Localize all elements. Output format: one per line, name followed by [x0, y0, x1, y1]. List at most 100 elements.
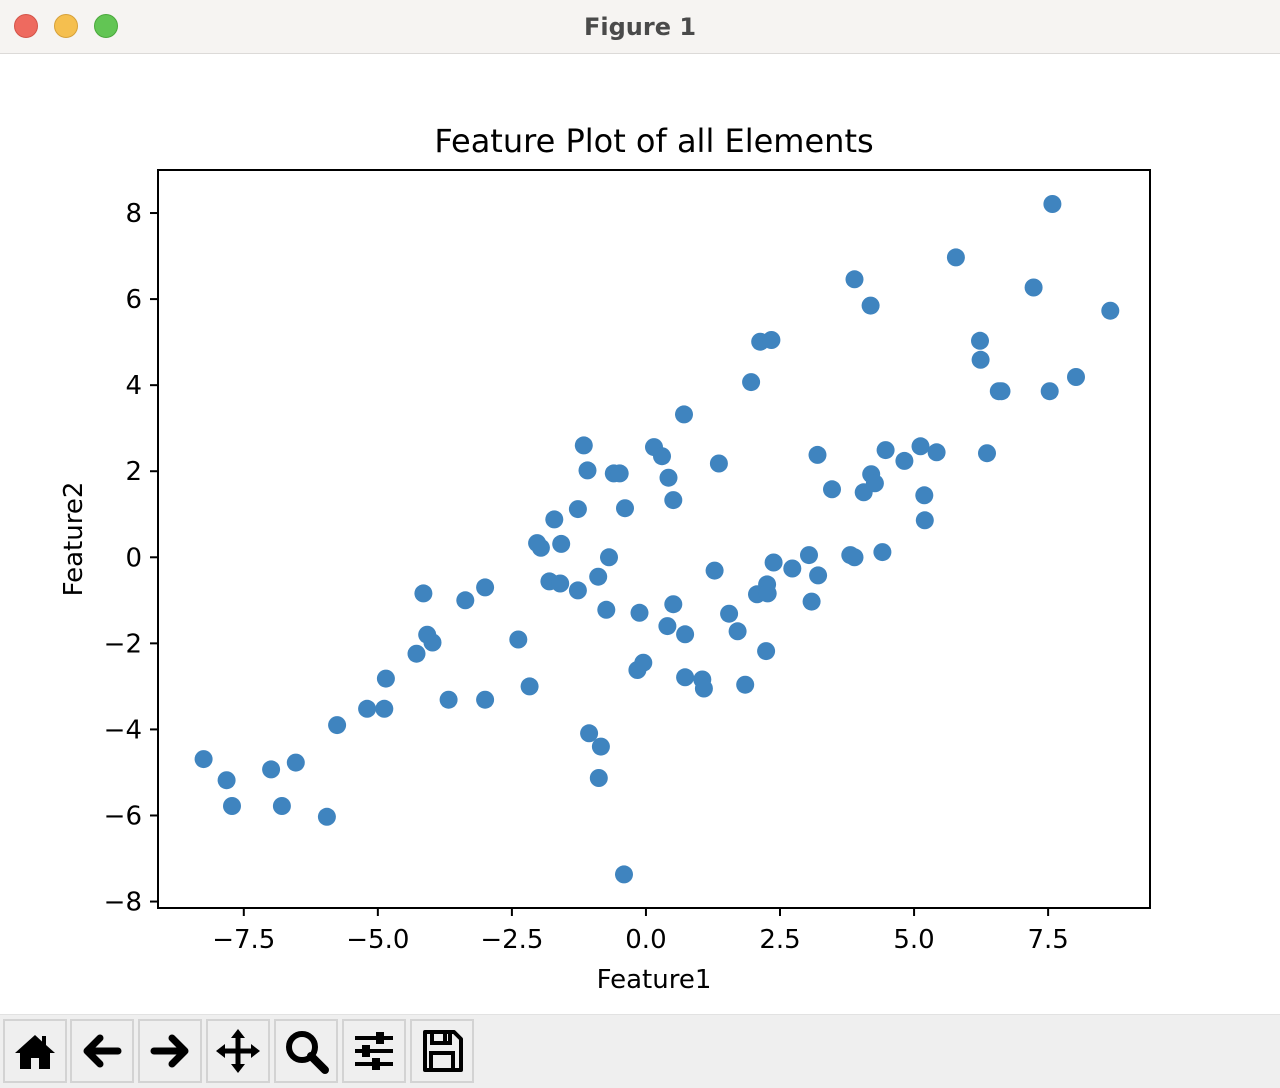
move-icon	[216, 1029, 260, 1073]
pan-button[interactable]	[206, 1019, 270, 1083]
scatter-point	[676, 625, 695, 644]
y-tick-label: 6	[125, 285, 142, 315]
scatter-point	[286, 753, 305, 772]
scatter-point	[589, 567, 608, 586]
scatter-point	[630, 603, 649, 622]
y-tick-label: 8	[125, 199, 142, 229]
scatter-point	[742, 373, 761, 392]
scatter-point	[589, 769, 608, 787]
scatter-point	[552, 534, 571, 553]
scatter-point	[615, 865, 633, 884]
scatter-point	[762, 331, 781, 349]
navigation-toolbar	[0, 1014, 1280, 1088]
home-button[interactable]	[3, 1019, 67, 1083]
forward-button[interactable]	[138, 1019, 202, 1083]
scatter-point	[520, 677, 539, 696]
y-tick-label: −8	[104, 888, 142, 918]
scatter-point	[664, 595, 683, 614]
scatter-point	[865, 474, 884, 493]
y-tick-label: −4	[104, 715, 142, 745]
scatter-point	[194, 750, 213, 769]
scatter-point	[705, 561, 724, 580]
y-axis-label: Feature2	[59, 482, 89, 597]
scatter-point	[664, 491, 683, 510]
y-tick-label: −2	[104, 629, 142, 659]
points-layer	[194, 195, 1120, 884]
x-tick-label: 2.5	[759, 925, 800, 955]
scatter-point	[757, 642, 776, 661]
scatter-point	[597, 600, 616, 619]
window-title: Figure 1	[583, 13, 697, 41]
scatter-point	[1024, 278, 1043, 297]
scatter-point	[709, 454, 728, 473]
window-close-button[interactable]	[14, 14, 38, 38]
scatter-point	[317, 807, 336, 826]
x-axis-label: Feature1	[597, 965, 712, 995]
scatter-point	[992, 382, 1011, 401]
scatter-point	[578, 461, 597, 480]
scatter-point	[971, 331, 989, 350]
x-tick-label: 0.0	[625, 925, 666, 955]
scatter-point	[675, 405, 693, 424]
scatter-point	[895, 451, 914, 470]
scatter-point	[568, 500, 587, 519]
scatter-point	[591, 737, 610, 756]
home-icon	[15, 1035, 55, 1069]
x-axis-ticks: −7.5 −5.0 −2.5 0.0 2.5 5.0 7.5	[212, 908, 1069, 955]
scatter-point	[531, 538, 550, 557]
scatter-point	[476, 690, 495, 709]
scatter-point	[272, 797, 291, 815]
back-button[interactable]	[70, 1019, 134, 1083]
arrow-right-icon	[150, 1034, 189, 1068]
scatter-point	[911, 437, 930, 456]
x-tick-label: 5.0	[893, 925, 934, 955]
scatter-point	[580, 724, 599, 743]
y-tick-label: −6	[104, 801, 142, 831]
x-tick-label: −5.0	[346, 925, 409, 955]
x-tick-label: 7.5	[1027, 925, 1068, 955]
y-axis-ticks: −8 −6 −4 −2 0 2 4 6 8	[104, 199, 158, 918]
scatter-point	[823, 480, 841, 499]
scatter-point	[568, 581, 587, 600]
scatter-point	[694, 679, 713, 698]
scatter-point	[800, 546, 818, 565]
scatter-point	[915, 486, 934, 505]
scatter-point	[456, 591, 475, 610]
zoom-button[interactable]	[274, 1019, 338, 1083]
scatter-point	[876, 441, 895, 460]
scatter-point	[1101, 301, 1120, 320]
scatter-point	[658, 617, 677, 636]
scatter-point	[223, 797, 241, 815]
scatter-point	[873, 543, 892, 562]
scatter-point	[439, 690, 458, 709]
scatter-point	[616, 499, 634, 518]
scatter-point	[476, 578, 495, 597]
axes-frame	[157, 169, 1151, 909]
scatter-point	[946, 248, 965, 267]
scatter-point	[802, 592, 821, 611]
scatter-point	[978, 444, 996, 463]
scatter-point	[574, 436, 593, 455]
scatter-point	[262, 760, 281, 779]
scatter-point	[659, 468, 678, 487]
magnifier-icon	[286, 1031, 329, 1074]
scatter-chart[interactable]: −7.5 −5.0 −2.5 0.0 2.5 5.0 7.5 −8 −6 −4 −2 0 2 4 6 8 F…	[0, 54, 1280, 1014]
scatter-point	[217, 771, 236, 790]
scatter-point	[1067, 368, 1085, 386]
scatter-point	[720, 604, 739, 623]
window-zoom-button[interactable]	[94, 14, 118, 38]
save-button[interactable]	[410, 1019, 474, 1083]
y-tick-label: 2	[125, 457, 142, 487]
x-tick-label: −7.5	[212, 925, 275, 955]
scatter-point	[808, 445, 827, 464]
x-tick-label: −2.5	[480, 925, 543, 955]
scatter-point	[1043, 195, 1062, 213]
scatter-point	[653, 447, 671, 466]
scatter-point	[375, 699, 394, 718]
figure-canvas[interactable]: −7.5 −5.0 −2.5 0.0 2.5 5.0 7.5 −8 −6 −4 −2 0 2 4 6 8 F…	[0, 54, 1280, 1014]
window-minimize-button[interactable]	[54, 14, 78, 38]
sliders-icon	[355, 1032, 393, 1070]
scatter-point	[1040, 382, 1059, 401]
configure-subplots-button[interactable]	[342, 1019, 406, 1083]
scatter-point	[509, 630, 528, 649]
